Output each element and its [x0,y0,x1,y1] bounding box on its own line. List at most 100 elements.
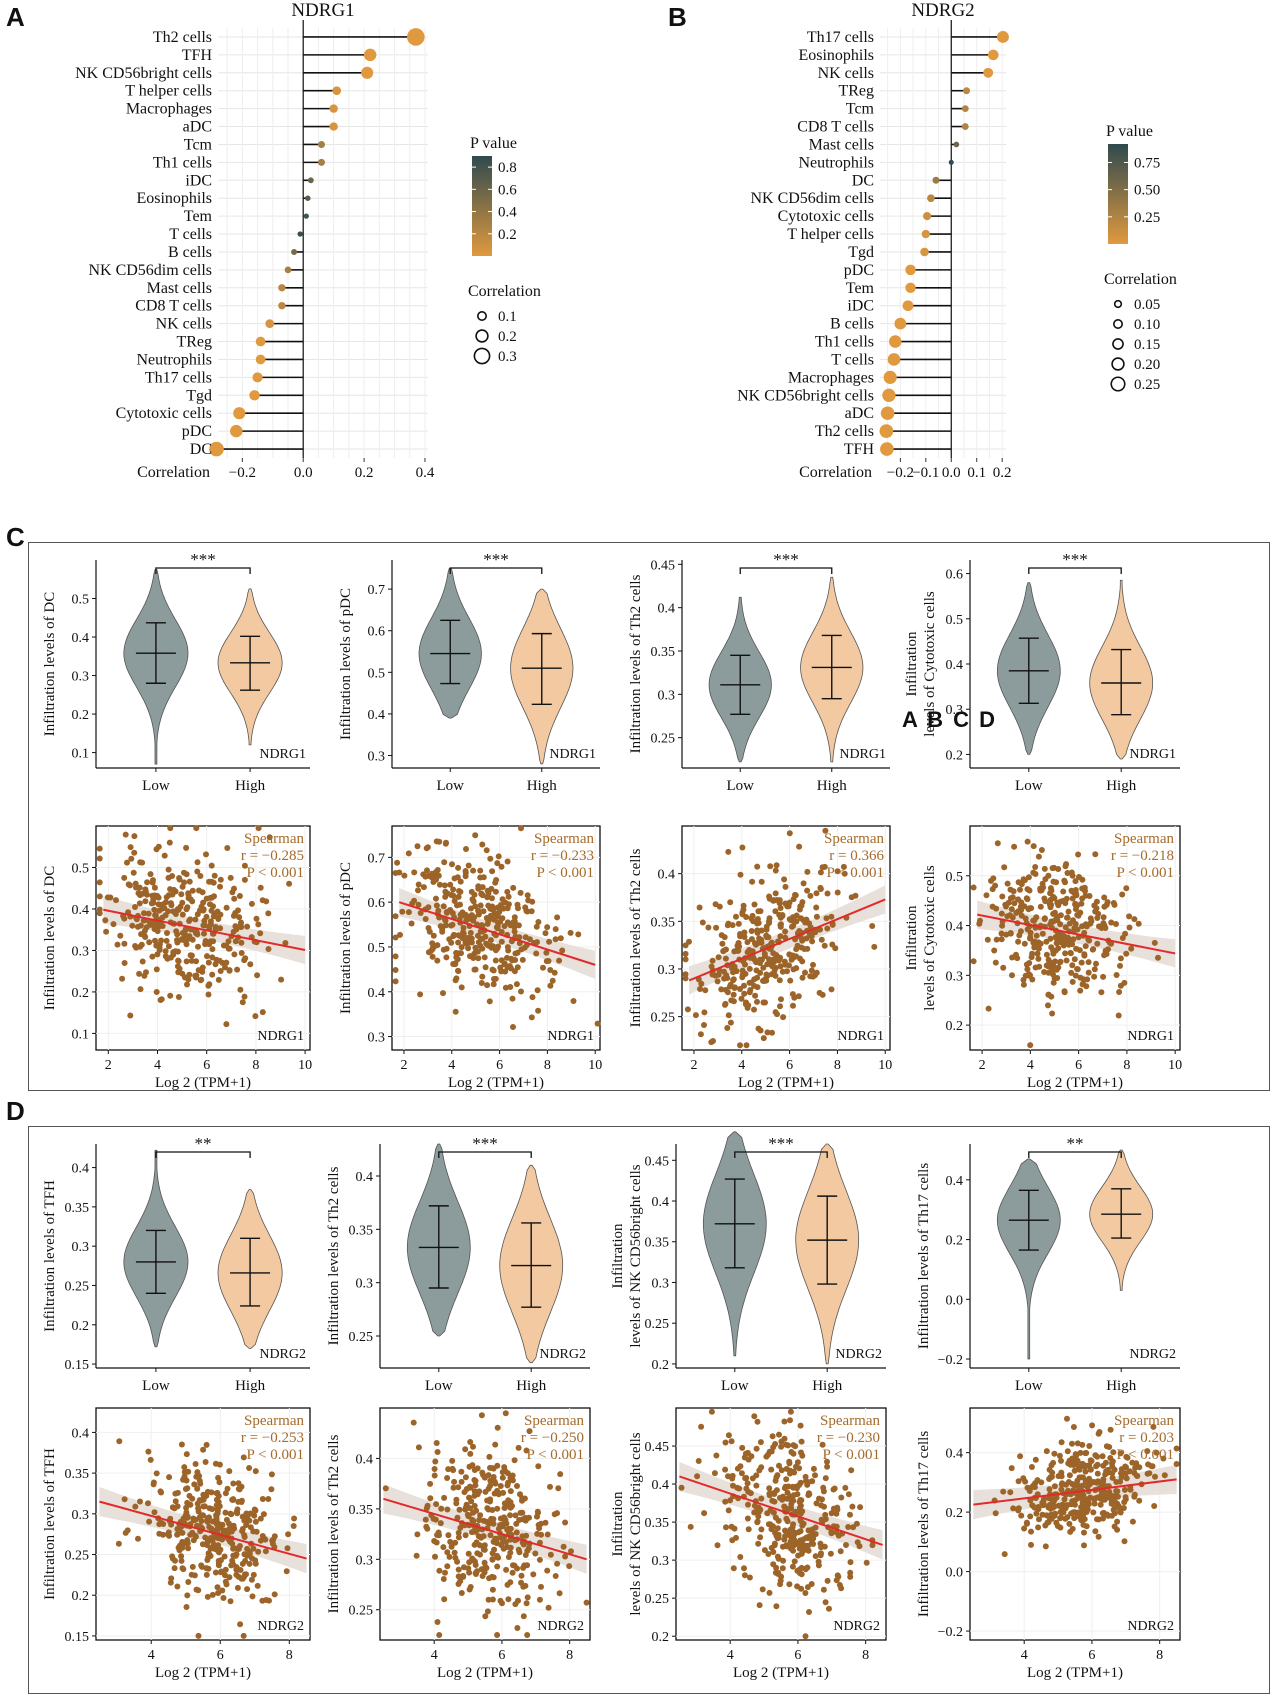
scatters_D.1-point [524,1594,531,1601]
overlay-panel-letters: A B C D [902,707,998,732]
scatters_C.0-point [137,986,144,993]
scatters_D.0-point [237,1621,244,1628]
lollipop_B-legend-corr-title: Correlation [1104,271,1177,288]
scatters_C.1-point [507,984,514,990]
scatters_C.0-point [204,953,210,960]
scatters_C.1-point [457,911,464,918]
scatters_C.0-point [176,876,183,883]
scatters_D.0-point [218,1568,225,1575]
lollipop_B-category-label: CD8 T cells [797,119,874,136]
scatters_C.2-point [789,991,796,998]
scatters_D.3-ytick-label: 0.0 [946,1566,964,1581]
scatters_D.3-point [1095,1430,1102,1437]
scatters_C.0-point [232,910,239,916]
scatters_D.0-point [215,1590,222,1596]
lollipop_A-category-label: Th17 cells [145,369,212,386]
scatters_C.1-point [477,902,484,909]
violins_C.0-ytick-label: 0.4 [72,631,90,646]
lollipop_B-category-label: Tgd [848,244,874,261]
scatters_C.0-point [151,906,158,913]
scatters_D.2-point [770,1561,777,1568]
lollipop_A-category-label: TFH [182,47,213,64]
scatters_C.1-point [510,884,517,891]
scatters_C.3-point [1126,913,1133,920]
scatters_C.2-point [798,935,805,942]
scatters_C.2-point [796,928,803,934]
scatters_C.1-point [474,948,481,955]
scatters_D.1-point [452,1539,459,1546]
scatters_C.1-point [491,976,497,982]
scatters_D.2-point [777,1577,784,1584]
scatters_C.1-point [496,909,503,915]
scatters_D.0-point [214,1510,221,1517]
violins_C.3-gene-label: NDRG1 [1129,747,1176,762]
scatters_D.3-point [1064,1415,1070,1422]
scatters_C.1-point [524,892,531,899]
scatters_C.1-point [455,968,462,975]
scatters_C.3-ytick-label: 0.5 [946,870,964,885]
scatters_C.2-xlabel: Log 2 (TPM+1) [738,1075,834,1091]
scatters_D.2-point [816,1495,822,1502]
scatters_D.2-point [818,1502,824,1509]
scatters_C.2-point [796,955,803,962]
scatters_D.3-point [1079,1460,1086,1467]
scatters_C.0-point [220,942,227,949]
scatters_D.0-point [222,1509,229,1516]
scatters_D.2-ytick-label: 0.4 [652,1478,670,1493]
scatters_D.0-point [223,1581,230,1588]
scatters_C.3-point [993,905,1000,912]
scatters_D.0-point [284,1545,291,1552]
scatters_C.2-point [715,971,722,978]
scatters_D.1-point [444,1506,451,1513]
lollipop_A-corr-size-key [473,347,491,365]
scatters_D.2-point [725,1432,732,1439]
scatters_C.2-point [692,1012,699,1019]
lollipop_A-dot [265,319,275,328]
scatters_C.3-point [1007,895,1014,902]
scatters_C.2-point [790,1002,796,1009]
scatters_C.1-point [509,957,516,964]
scatters_C.1-point [497,902,504,908]
scatters_D.3-point [1173,1445,1180,1452]
scatters_D.3-point [1067,1528,1074,1535]
scatters_C.3-point [1015,908,1022,915]
scatters_C.2-point [749,878,756,885]
scatters_D.0-point [250,1545,257,1552]
scatters_D.3-point [1131,1493,1138,1500]
scatters_D.2-point [822,1475,829,1482]
scatters_D.2-point [810,1465,817,1472]
scatters_D.1-point [448,1543,455,1550]
scatters_C.0-ylabel: Infiltration levels of DC [42,866,58,1011]
scatters_C.1-point [423,845,430,852]
violins_C.2-ytick-label: 0.4 [658,602,676,617]
scatters_D.3-point [1082,1450,1089,1457]
scatters_C.0-point [206,981,213,988]
scatters_C.3-point [1024,838,1031,845]
lollipop_B-dot [889,335,902,348]
scatters_C.2-point [787,917,794,924]
scatters_D.3-point [1106,1444,1113,1450]
scatters_C.1-point [557,935,564,942]
scatters_C.2-point [799,974,806,981]
scatters_D.0-point [204,1593,211,1600]
scatters_C.1-point [554,914,561,921]
scatters_C.2-point [777,963,784,970]
scatters_D.3-point [1087,1466,1094,1473]
scatters_D.3-point [1036,1516,1042,1523]
scatters_C.2-point [740,902,747,909]
scatters_C.3-point [1050,979,1057,986]
scatters_C.2-point [813,913,820,920]
violins_D.0-gene-label: NDRG2 [259,1347,306,1362]
scatters_C.1-point [455,864,462,871]
scatters_D.3-point [1058,1457,1064,1464]
scatters_C.0-point [178,891,185,898]
violins_D.2-ytick-label: 0.4 [652,1195,670,1210]
scatters_C.1-point [392,978,399,985]
scatters_D.2-point [806,1609,812,1615]
scatters_C.3-ylabel: Infiltration [904,905,920,970]
scatters_C.1-point [455,939,462,946]
violins_C.1-ytick-label: 0.3 [368,750,386,765]
